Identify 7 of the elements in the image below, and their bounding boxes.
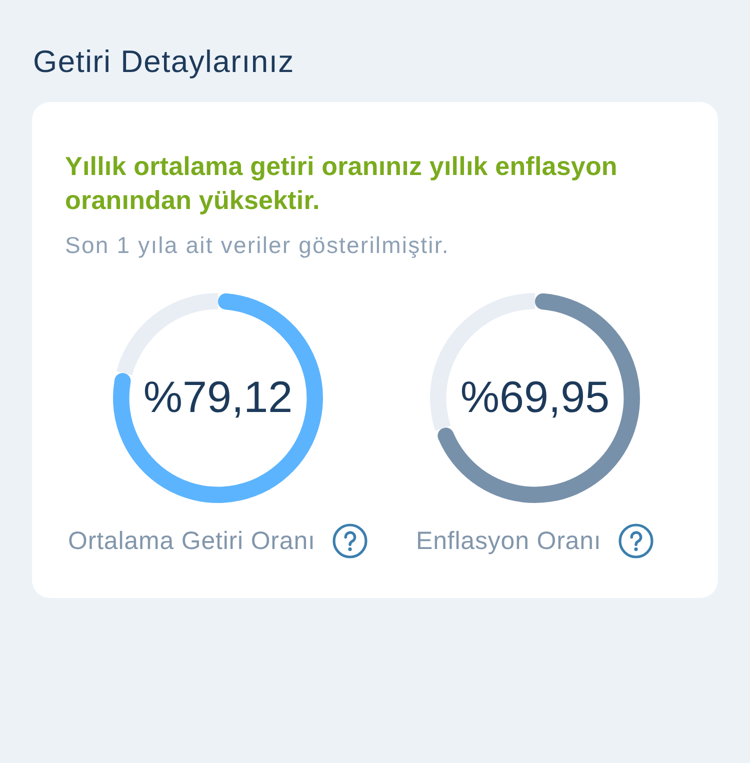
slice-label: Ortalama Getiri Oranı (68, 526, 316, 557)
data-label: %69,95 (460, 373, 610, 422)
text: Yıllık ortalama getiri oranınız yıllık enflasyon oranından yüksektir. (65, 150, 618, 217)
text: Son 1 yıla ait veriler gösterilmiştir. (65, 231, 450, 259)
slice-label: Enflasyon Oranı (416, 526, 602, 557)
data-label: %79,12 (143, 373, 293, 422)
text: Getiri Detaylarınız (33, 43, 294, 81)
